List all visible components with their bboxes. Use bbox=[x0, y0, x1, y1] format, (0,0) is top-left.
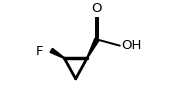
Text: OH: OH bbox=[121, 39, 141, 52]
Text: F: F bbox=[36, 45, 44, 58]
Text: O: O bbox=[92, 2, 102, 15]
Polygon shape bbox=[50, 48, 64, 58]
Polygon shape bbox=[87, 38, 99, 58]
